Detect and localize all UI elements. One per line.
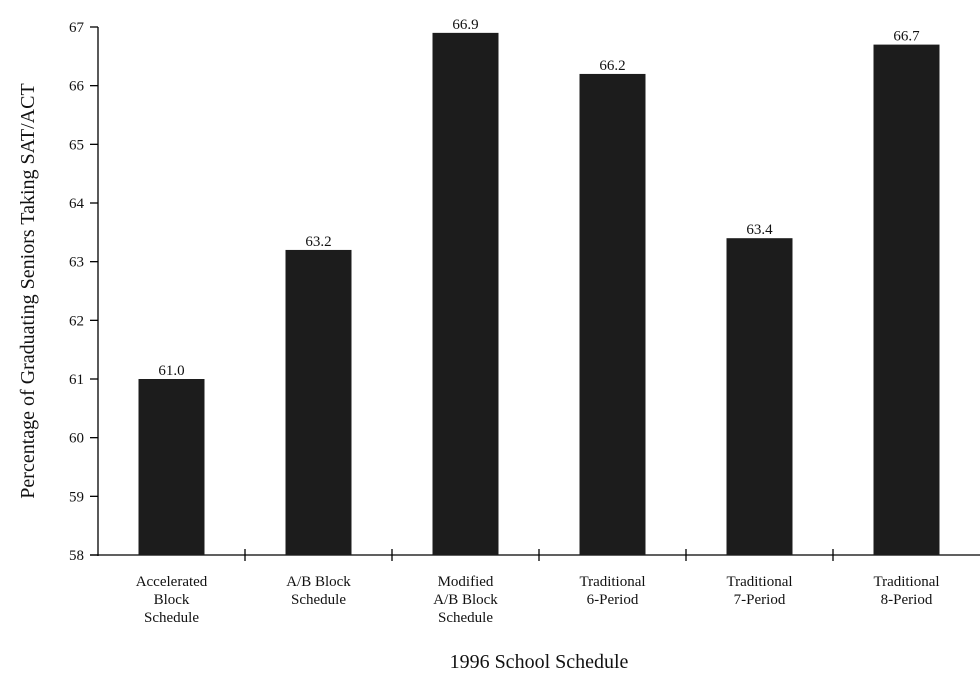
bar: [726, 238, 793, 555]
category-label: Modified A/B Block Schedule: [433, 574, 498, 626]
y-tick-label: 63: [69, 255, 84, 271]
bars: [138, 32, 940, 556]
category-label: Traditional 7-Period: [726, 574, 792, 608]
data-label: 66.9: [452, 17, 478, 33]
bar: [432, 32, 499, 556]
category-label: A/B Block Schedule: [286, 574, 351, 608]
y-tick-label: 64: [69, 196, 85, 212]
y-tick-label: 60: [69, 431, 84, 447]
y-tick-label: 65: [69, 137, 84, 153]
y-tick-label: 61: [69, 372, 84, 388]
data-label: 61.0: [158, 363, 184, 379]
y-tick-label: 67: [69, 20, 85, 36]
data-label: 63.2: [305, 234, 331, 250]
bar: [873, 44, 940, 555]
y-tick-label: 62: [69, 313, 84, 329]
bar: [285, 249, 352, 555]
y-tick-label: 59: [69, 489, 84, 505]
bar: [138, 379, 205, 555]
axes: 58 59 60 61 62 63 64 65 66 67: [69, 20, 980, 564]
data-label: 63.4: [746, 222, 773, 238]
y-axis-title: Percentage of Graduating Seniors Taking …: [17, 83, 39, 498]
y-tick-label: 66: [69, 79, 85, 95]
category-label: Traditional 8-Period: [873, 574, 939, 608]
data-label: 66.2: [599, 58, 625, 74]
y-axis-title-group: Percentage of Graduating Seniors Taking …: [17, 83, 39, 498]
y-tick-label: 58: [69, 548, 84, 564]
labels: 61.0 Accelerated Block Schedule 63.2 A/B Bloc…: [136, 17, 940, 626]
category-label: Accelerated Block Schedule: [136, 574, 208, 626]
data-label: 66.7: [893, 29, 920, 45]
bar: [579, 73, 646, 555]
category-label: Traditional 6-Period: [579, 574, 645, 608]
x-axis-title: 1996 School Schedule: [450, 651, 629, 673]
